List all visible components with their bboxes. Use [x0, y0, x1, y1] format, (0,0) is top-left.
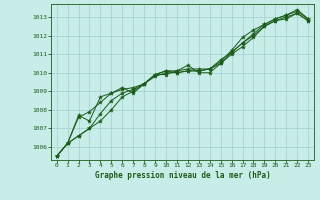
- X-axis label: Graphe pression niveau de la mer (hPa): Graphe pression niveau de la mer (hPa): [94, 171, 270, 180]
